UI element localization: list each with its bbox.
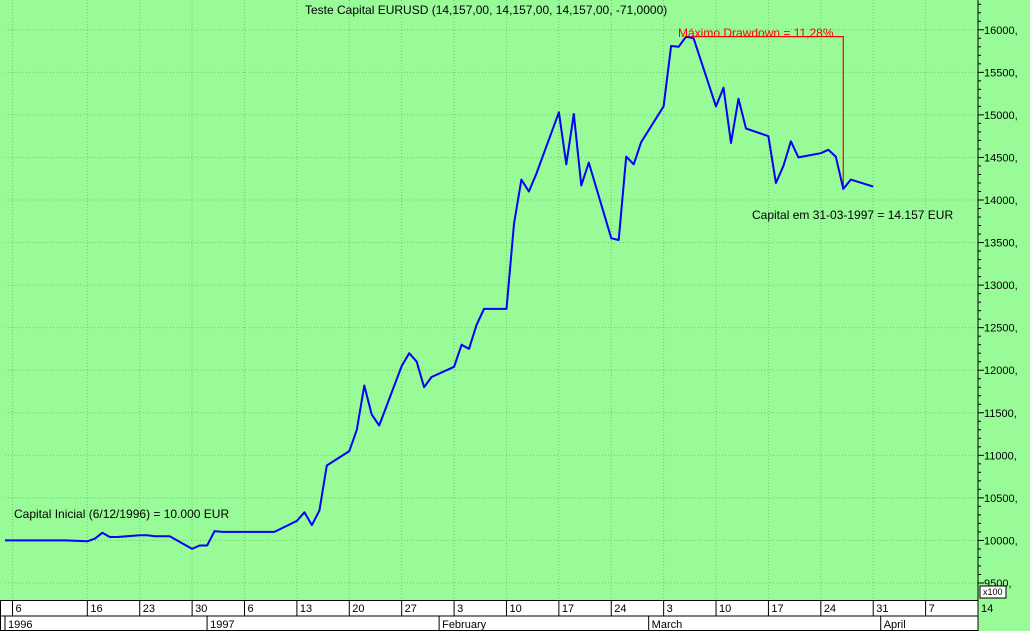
y-tick-label: 11000, [984,450,1017,462]
x-tick-label: 23 [143,603,155,615]
x-tick-label: 3 [457,603,463,615]
x-tick-label: 6 [248,603,254,615]
x-period-label: 1996 [8,619,32,631]
scale-label: x100 [983,587,1003,597]
drawdown-bracket [686,35,844,189]
x-tick-label: 16 [90,603,102,615]
drawdown-layer [686,35,844,189]
final-capital-label: Capital em 31-03-1997 = 14.157 EUR [752,208,953,222]
x-tick-label: 17 [562,603,574,615]
x-period-label: April [884,619,906,631]
x-tick-label: 13 [300,603,312,615]
chart-title: Teste Capital EURUSD (14,157,00, 14,157,… [305,3,667,17]
x-tick-label: 20 [352,603,364,615]
x-tick-label: 31 [876,603,888,615]
x-tick-label: 10 [509,603,521,615]
y-tick-label: 10000, [984,535,1018,547]
y-tick-label: 13000, [984,280,1018,292]
x-tick-label: 27 [405,603,417,615]
y-tick-label: 14500, [984,152,1018,164]
scale-box [979,585,1007,599]
y-tick-label: 13500, [984,238,1018,250]
initial-capital-label: Capital Inicial (6/12/1996) = 10.000 EUR [14,507,229,521]
x-tick-label: 10 [719,603,731,615]
x-tick-label: 3 [667,603,673,615]
y-tick-label: 10500, [984,493,1018,505]
y-tick-label: 12500, [984,323,1018,335]
x-tick-label: 6 [15,603,21,615]
y-tick-label: 14000, [984,195,1018,207]
x-tick-label: 24 [614,603,626,615]
y-tick-label: 12000, [984,365,1018,377]
x-period-label: February [442,619,487,631]
x-tick-label: 7 [929,603,935,615]
y-tick-label: 11500, [984,408,1017,420]
x-tick-label: 24 [824,603,836,615]
x-period-label: March [652,619,683,631]
x-tick-label: 14 [981,603,993,615]
x-tick-label: 17 [771,603,783,615]
y-tick-label: 15500, [984,67,1018,79]
series-layer [5,35,874,550]
y-tick-label: 15000, [984,110,1018,122]
x-period-label: 1997 [210,619,234,631]
y-tick-label: 16000, [984,25,1018,37]
drawdown-label: Máximo Drawdown = 11,28% [678,26,834,40]
x-tick-label: 30 [195,603,207,615]
equity-line [5,35,874,550]
